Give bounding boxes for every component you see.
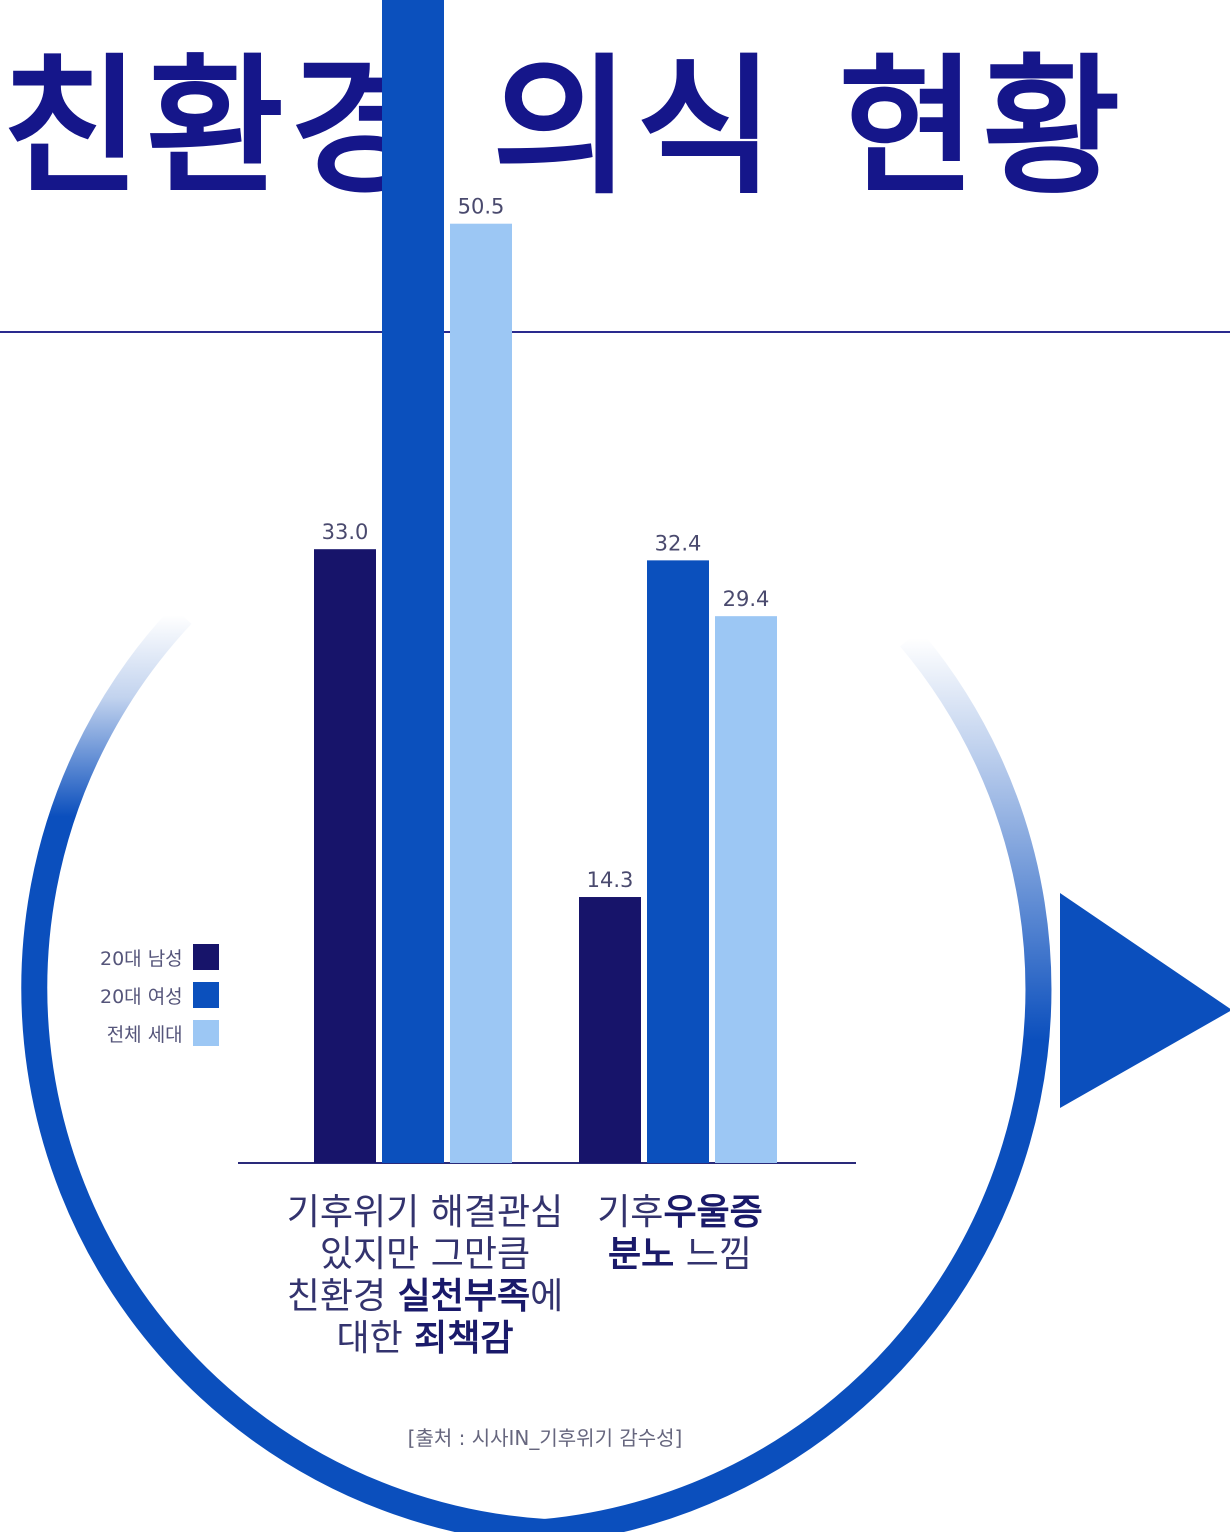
legend-label: 전체 세대 — [106, 1023, 183, 1046]
data-label-1-1: 32.4 — [655, 531, 702, 555]
category-label-line: 친환경 실천부족에 — [250, 1276, 600, 1318]
bar-0-1 — [579, 897, 641, 1163]
category-label-climate-depression: 기후우울증 분노 느낌 — [560, 1192, 800, 1276]
page-title: 친환경 의식 현황 — [2, 41, 1127, 215]
bar-1-1 — [647, 560, 709, 1163]
category-label-line: 대한 죄책감 — [250, 1318, 600, 1360]
category-label-text: 친환경 — [286, 1276, 398, 1317]
category-label-text: 기후 — [597, 1192, 664, 1233]
category-label-emphasis: 우울증 — [663, 1192, 763, 1233]
legend-swatch — [192, 982, 219, 1008]
data-label-2-0: 50.5 — [458, 195, 505, 219]
category-label-line: 기후우울증 — [560, 1192, 800, 1234]
legend-label: 20대 남성 — [100, 947, 183, 970]
category-label-text: 기후위기 해결관심 — [286, 1192, 564, 1233]
bar-2-1 — [715, 616, 777, 1163]
legend-item-all-generations: 전체 세대 — [100, 1014, 219, 1052]
data-label-2-1: 29.4 — [723, 587, 770, 611]
category-label-emphasis: 분노 — [608, 1234, 675, 1275]
legend-item-male-20s: 20대 남성 — [100, 938, 219, 976]
category-label-text: 대한 — [336, 1318, 415, 1359]
legend-item-female-20s: 20대 여성 — [100, 976, 219, 1014]
data-label-0-1: 14.3 — [587, 868, 634, 892]
legend: 20대 남성 20대 여성 전체 세대 — [100, 938, 219, 1052]
legend-swatch — [192, 944, 219, 970]
category-label-text: 에 — [530, 1276, 564, 1317]
ring-arc-left — [21, 606, 546, 1532]
bar-1-0 — [382, 0, 444, 1164]
category-label-emphasis: 죄책감 — [414, 1318, 514, 1359]
category-label-line: 있지만 그만큼 — [250, 1234, 600, 1276]
source-note: [출처 : 시사IN_기후위기 감수성] — [407, 1426, 683, 1450]
legend-swatch — [192, 1020, 219, 1046]
data-label-0-0: 33.0 — [322, 520, 369, 544]
category-label-line: 기후위기 해결관심 — [250, 1192, 600, 1234]
bar-2-0 — [450, 223, 512, 1163]
arrow-pointer — [1060, 893, 1230, 1108]
legend-label: 20대 여성 — [100, 985, 183, 1008]
category-label-line: 분노 느낌 — [560, 1234, 800, 1276]
category-label-guilt: 기후위기 해결관심 있지만 그만큼 친환경 실천부족에 대한 죄책감 — [250, 1192, 600, 1360]
bar-0-0 — [314, 549, 376, 1163]
bars-group: 33.014.365.832.450.529.4 — [314, 0, 777, 1164]
category-label-text: 있지만 그만큼 — [319, 1234, 531, 1275]
category-label-text: 느낌 — [674, 1234, 752, 1275]
ring-arc-right — [543, 629, 1052, 1532]
category-label-emphasis: 실천부족 — [397, 1276, 531, 1317]
